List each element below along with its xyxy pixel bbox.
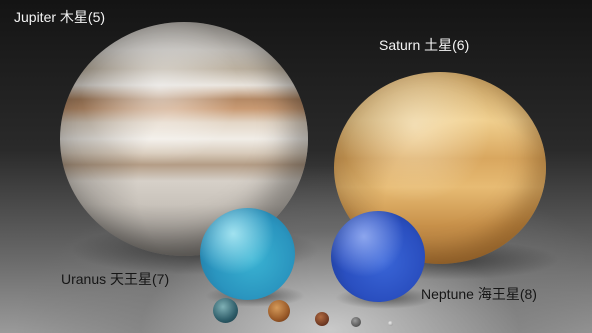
uranus-label: Uranus 天王星(7) [61, 271, 170, 287]
pluto-planet [388, 321, 393, 326]
jupiter-label: Jupiter 木星(5) [14, 9, 106, 25]
saturn-label: Saturn 土星(6) [379, 37, 470, 53]
mars-planet [315, 312, 329, 326]
earth-planet [213, 298, 238, 323]
neptune-planet [331, 211, 425, 302]
venus-planet [268, 300, 290, 322]
neptune-label: Neptune 海王星(8) [421, 286, 537, 302]
uranus-planet [200, 208, 295, 300]
mercury-planet [351, 317, 361, 327]
